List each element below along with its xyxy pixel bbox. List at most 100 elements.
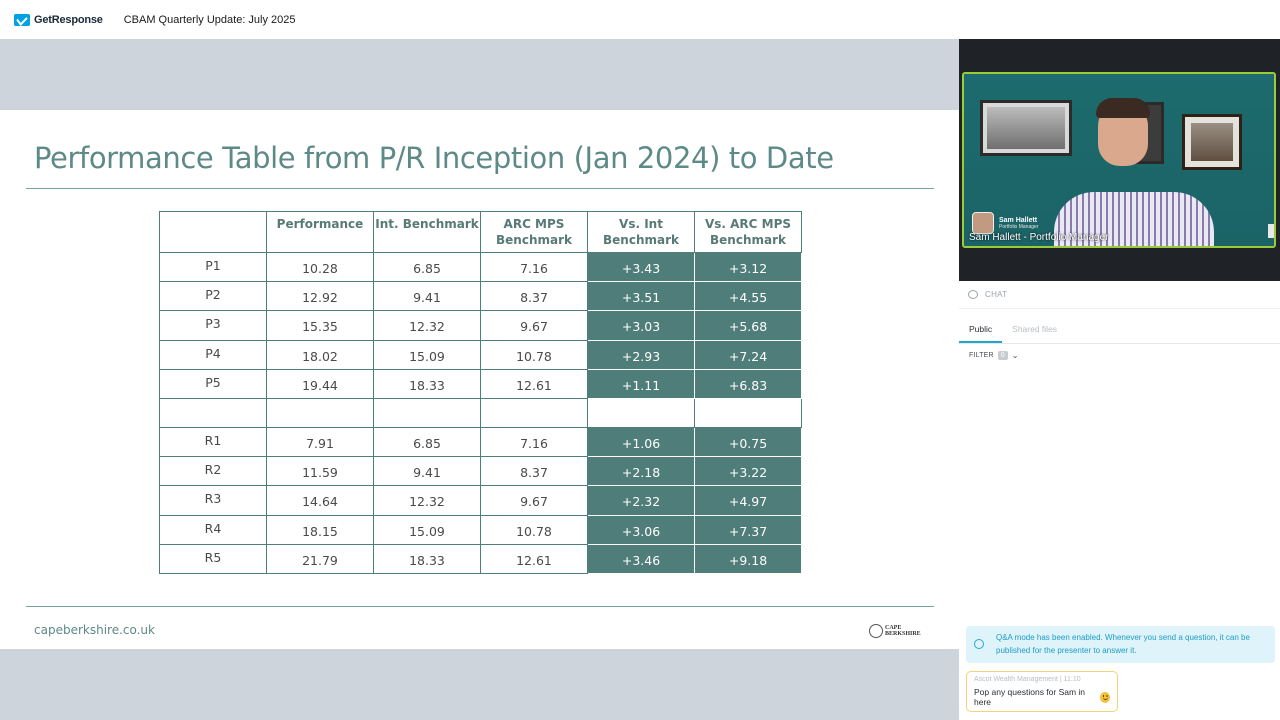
table-cell: 14.64 bbox=[266, 485, 374, 516]
table-cell bbox=[587, 397, 695, 428]
table-row-label: R1 bbox=[159, 426, 267, 458]
table-header-row: Performance Int. Benchmark ARC MPS Benchm… bbox=[159, 211, 802, 253]
table-body: P1 10.28 6.85 7.16 +3.43 +3.12 P2 12.92 9.41 8.37… bbox=[159, 251, 802, 574]
table-header-cell: Vs. ARC MPS Benchmark bbox=[694, 211, 802, 253]
table-cell: 6.85 bbox=[373, 251, 481, 283]
table-cell: 10.78 bbox=[480, 339, 588, 370]
table-row: R4 18.15 15.09 10.78 +3.06 +7.37 bbox=[159, 514, 802, 545]
table-cell: 10.78 bbox=[480, 514, 588, 545]
table-cell bbox=[373, 397, 481, 428]
table-cell: 18.33 bbox=[373, 543, 481, 574]
table-cell: +9.18 bbox=[694, 543, 802, 574]
chat-message: Ascot Wealth Management | 11:10 Pop any … bbox=[966, 671, 1118, 712]
table-cell bbox=[266, 397, 374, 428]
table-cell: 8.37 bbox=[480, 281, 588, 312]
table-row-label: P5 bbox=[159, 368, 267, 399]
table-cell: 7.91 bbox=[266, 426, 374, 458]
table-cell: 12.92 bbox=[266, 281, 374, 312]
table-cell bbox=[480, 397, 588, 428]
smiley-emoji-icon bbox=[1099, 691, 1110, 703]
table-cell: 18.15 bbox=[266, 514, 374, 545]
table-row: R3 14.64 12.32 9.67 +2.32 +4.97 bbox=[159, 485, 802, 516]
table-cell: +6.83 bbox=[694, 368, 802, 399]
filter-dropdown[interactable]: FILTER 0 ⌄ bbox=[969, 351, 1018, 360]
envelope-icon bbox=[14, 13, 30, 26]
table-cell: +0.75 bbox=[694, 426, 802, 458]
lower-third-name: Sam Hallett bbox=[999, 216, 1038, 224]
table-cell: 9.41 bbox=[373, 281, 481, 312]
table-cell: +1.06 bbox=[587, 426, 695, 458]
message-time: 11:10 bbox=[1063, 676, 1081, 683]
qa-mode-notice: Q&A mode has been enabled. Whenever you … bbox=[966, 626, 1275, 663]
message-meta: Ascot Wealth Management | 11:10 bbox=[974, 676, 1081, 683]
qa-notice-text: Q&A mode has been enabled. Whenever you … bbox=[996, 633, 1250, 655]
stage-letterbox-top bbox=[0, 39, 959, 110]
table-cell: +2.32 bbox=[587, 485, 695, 516]
table-spacer-row bbox=[159, 397, 802, 428]
chat-header: CHAT bbox=[959, 281, 1280, 309]
chat-bubble-icon bbox=[968, 290, 978, 299]
table-row: R5 21.79 18.33 12.61 +3.46 +9.18 bbox=[159, 543, 802, 574]
chat-tabs: Public Shared files bbox=[959, 314, 1280, 344]
table-row-label: R3 bbox=[159, 485, 267, 516]
table-header-cell bbox=[159, 211, 267, 253]
stage-letterbox-bottom bbox=[0, 649, 959, 720]
crest-icon bbox=[869, 624, 883, 638]
table-cell: 7.16 bbox=[480, 251, 588, 283]
table-cell: 18.33 bbox=[373, 368, 481, 399]
table-cell: +4.97 bbox=[694, 485, 802, 516]
table-cell: 12.61 bbox=[480, 543, 588, 574]
video-corner-handle[interactable] bbox=[1268, 224, 1274, 238]
wall-photo bbox=[1182, 114, 1242, 170]
table-row-label: P3 bbox=[159, 310, 267, 341]
table-cell: 15.09 bbox=[373, 514, 481, 545]
table-header-cell: Vs. Int Benchmark bbox=[587, 211, 695, 253]
filter-count-badge: 0 bbox=[997, 351, 1008, 360]
table-cell: 6.85 bbox=[373, 426, 481, 458]
webinar-title: CBAM Quarterly Update: July 2025 bbox=[123, 13, 296, 26]
table-cell: 10.28 bbox=[266, 251, 374, 283]
table-cell: +7.37 bbox=[694, 514, 802, 545]
table-cell: +5.68 bbox=[694, 310, 802, 341]
filter-label: FILTER bbox=[969, 352, 994, 359]
top-bar: GetResponse CBAM Quarterly Update: July … bbox=[0, 0, 1280, 39]
table-cell: 12.32 bbox=[373, 310, 481, 341]
table-cell: 11.59 bbox=[266, 456, 374, 487]
tab-shared-files[interactable]: Shared files bbox=[1012, 324, 1058, 334]
table-row-label: R5 bbox=[159, 543, 267, 574]
slide-footer-url: capeberkshire.co.uk bbox=[34, 623, 155, 637]
wall-photo bbox=[980, 100, 1072, 156]
speaker-body bbox=[1054, 192, 1214, 246]
presentation-stage: Performance Table from P/R Inception (Ja… bbox=[0, 39, 959, 720]
video-area: Sam Hallett Portfolio Manager Sam Hallet… bbox=[959, 39, 1280, 281]
table-row: P1 10.28 6.85 7.16 +3.43 +3.12 bbox=[159, 251, 802, 283]
table-cell: 15.09 bbox=[373, 339, 481, 370]
message-text-row: Pop any questions for Sam in here bbox=[974, 687, 1110, 707]
brand-name: GetResponse bbox=[34, 13, 103, 26]
slide-title: Performance Table from P/R Inception (Ja… bbox=[34, 141, 834, 175]
table-cell bbox=[694, 397, 802, 428]
table-cell: +3.12 bbox=[694, 251, 802, 283]
getresponse-logo[interactable]: GetResponse bbox=[14, 13, 103, 26]
message-author: Ascot Wealth Management bbox=[974, 676, 1058, 683]
slide: Performance Table from P/R Inception (Ja… bbox=[0, 110, 959, 649]
table-header-cell: ARC MPS Benchmark bbox=[480, 211, 588, 253]
speaker-video[interactable]: Sam Hallett Portfolio Manager Sam Hallet… bbox=[962, 72, 1276, 248]
slide-divider-bottom bbox=[26, 606, 934, 607]
table-cell: 9.41 bbox=[373, 456, 481, 487]
tab-public[interactable]: Public bbox=[959, 324, 1003, 343]
table-cell: +2.18 bbox=[587, 456, 695, 487]
table-cell: 7.16 bbox=[480, 426, 588, 458]
table-cell: +7.24 bbox=[694, 339, 802, 370]
table-cell: 9.67 bbox=[480, 485, 588, 516]
side-panel: Sam Hallett Portfolio Manager Sam Hallet… bbox=[959, 39, 1280, 720]
slide-divider-top bbox=[26, 188, 934, 189]
brand-stamp-text: CAPE BERKSHIRE bbox=[885, 625, 921, 637]
performance-table: Performance Int. Benchmark ARC MPS Benchm… bbox=[159, 211, 802, 574]
table-cell: 19.44 bbox=[266, 368, 374, 399]
table-row-label: R4 bbox=[159, 514, 267, 545]
table-row-label: P2 bbox=[159, 281, 267, 312]
table-cell: +3.51 bbox=[587, 281, 695, 312]
table-cell: +4.55 bbox=[694, 281, 802, 312]
table-row: P3 15.35 12.32 9.67 +3.03 +5.68 bbox=[159, 310, 802, 341]
